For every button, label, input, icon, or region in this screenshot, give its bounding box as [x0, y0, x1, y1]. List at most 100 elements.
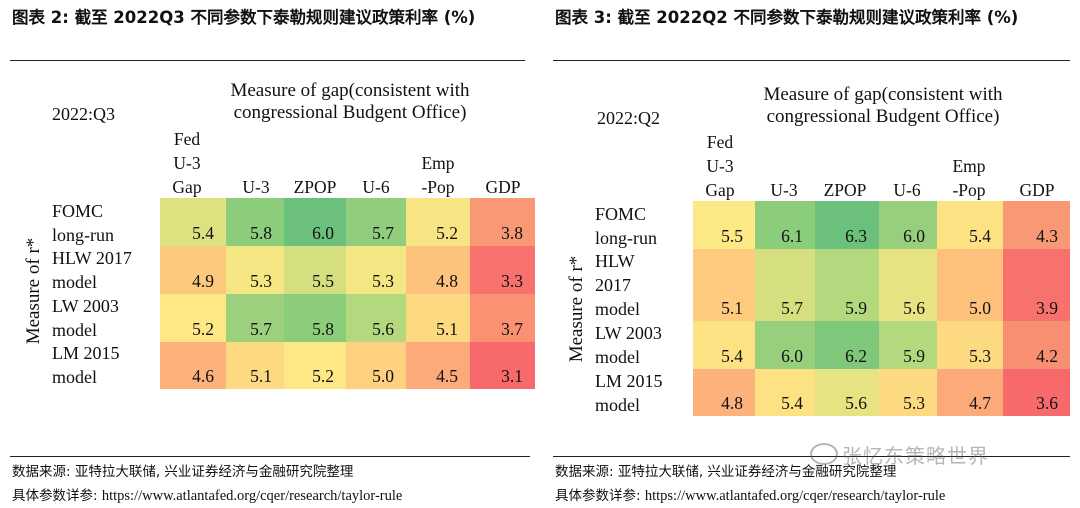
left-cell-r3-c2: 5.7 [226, 294, 284, 342]
left-row-label-lm: LM 2015 model [52, 341, 120, 389]
right-cell-value: 5.3 [903, 393, 925, 413]
left-cell-value: 4.5 [436, 366, 458, 386]
left-cell-r1-c1: 5.4 [160, 198, 226, 246]
right-cell-r4-c4: 5.3 [879, 369, 937, 416]
right-cell-r3-c2: 6.0 [755, 321, 815, 369]
left-col-zpop: ZPOP [293, 177, 337, 197]
left-cell-r4-c6: 3.1 [470, 342, 535, 389]
right-cell-value: 6.3 [845, 226, 867, 246]
right-heatmap-grid: 5.5 6.1 6.3 6.0 5.4 4.3 5.1 5.7 5.9 5.6 5.0 3.9 5.4 6… [693, 201, 1070, 416]
right-cell-r1-c4: 6.0 [879, 201, 937, 249]
left-params-label: 具体参数详参: [12, 488, 98, 504]
right-cell-value: 6.0 [903, 226, 925, 246]
left-cell-value: 3.1 [501, 366, 523, 386]
right-cell-r1-c5: 5.4 [937, 201, 1003, 249]
right-cell-value: 6.2 [845, 346, 867, 366]
right-params-label: 具体参数详参: [555, 488, 641, 504]
left-cell-value: 5.1 [250, 366, 272, 386]
left-row-label-fomc: FOMC long-run [52, 199, 114, 247]
left-cell-r2-c5: 4.8 [406, 246, 470, 294]
left-row-label-lm-line-2: model [52, 367, 97, 387]
left-cell-value: 5.8 [250, 223, 272, 243]
right-cell-value: 4.8 [721, 393, 743, 413]
right-gap-heading-line-1: Measure of gap(consistent with [763, 84, 1003, 105]
left-cell-value: 5.8 [312, 319, 334, 339]
right-row-label-hlw: HLW 2017 model [595, 249, 640, 321]
left-cell-value: 4.8 [436, 271, 458, 291]
left-cell-r2-c4: 5.3 [346, 246, 406, 294]
right-cell-r3-c6: 4.2 [1003, 321, 1070, 369]
right-cell-r2-c2: 5.7 [755, 249, 815, 321]
right-col-u3: U-3 [770, 180, 798, 200]
right-cell-value: 5.0 [969, 298, 991, 318]
left-cell-value: 5.4 [192, 223, 214, 243]
right-cell-value: 5.4 [781, 393, 803, 413]
right-cell-value: 5.9 [903, 346, 925, 366]
left-col-u3: U-3 [242, 177, 270, 197]
left-cell-r3-c1: 5.2 [160, 294, 226, 342]
right-cell-r2-c4: 5.6 [879, 249, 937, 321]
watermark-text: 张忆东策略世界 [842, 444, 989, 468]
right-row-label-lm-line-2: model [595, 395, 640, 415]
left-cell-value: 5.1 [436, 319, 458, 339]
left-col-fed-u3-gap-line-3: Gap [172, 177, 202, 197]
left-cell-r4-c1: 4.6 [160, 342, 226, 389]
left-cell-value: 3.7 [501, 319, 523, 339]
left-cell-value: 5.6 [372, 319, 394, 339]
right-cell-value: 4.2 [1036, 346, 1058, 366]
left-row-label-lw: LW 2003 model [52, 294, 119, 342]
left-params-url: https://www.atlantafed.org/cqer/research… [101, 488, 403, 504]
left-params-note: 具体参数详参: https://www.atlantafed.org/cqer/… [12, 484, 402, 508]
left-cell-value: 3.3 [501, 271, 523, 291]
right-cell-r1-c6: 4.3 [1003, 201, 1070, 249]
right-col-emp-pop-line-1: Emp [952, 156, 986, 176]
left-row-label-hlw: HLW 2017 model [52, 246, 132, 294]
right-cell-value: 4.7 [969, 393, 991, 413]
right-cell-r4-c6: 3.6 [1003, 369, 1070, 416]
left-col-u6: U-6 [362, 177, 390, 197]
right-cell-value: 3.6 [1036, 393, 1058, 413]
left-row-label-lw-line-1: LW 2003 [52, 296, 119, 316]
left-row-label-lm-line-1: LM 2015 [52, 343, 120, 363]
left-cell-value: 4.6 [192, 366, 214, 386]
left-cell-r3-c4: 5.6 [346, 294, 406, 342]
right-cell-value: 6.0 [781, 346, 803, 366]
right-row-label-lw-line-2: model [595, 347, 640, 367]
right-row-label-lm: LM 2015 model [595, 369, 663, 417]
watermark: 张忆东策略世界 [810, 440, 989, 469]
left-cell-value: 5.2 [436, 223, 458, 243]
right-cell-value: 5.4 [969, 226, 991, 246]
right-cell-r1-c3: 6.3 [815, 201, 879, 249]
wechat-icon [810, 443, 838, 465]
right-cell-r3-c3: 6.2 [815, 321, 879, 369]
right-period-label: 2022:Q2 [597, 108, 660, 128]
right-row-label-fomc-line-2: long-run [595, 228, 657, 248]
right-cell-value: 5.9 [845, 298, 867, 318]
right-gap-heading: Measure of gap(consistent with congressi… [733, 84, 1033, 128]
left-cell-value: 5.5 [312, 271, 334, 291]
right-col-zpop: ZPOP [823, 180, 867, 200]
right-row-label-lw: LW 2003 model [595, 321, 662, 369]
left-heatmap-grid: 5.4 5.8 6.0 5.7 5.2 3.8 4.9 5.3 5.5 5.3 4.8 3.3 5.2 5… [160, 198, 535, 389]
right-cell-r2-c1: 5.1 [693, 249, 755, 321]
right-params-url: https://www.atlantafed.org/cqer/research… [644, 488, 946, 504]
left-cell-value: 3.8 [501, 223, 523, 243]
left-cell-r1-c6: 3.8 [470, 198, 535, 246]
right-row-label-lw-line-1: LW 2003 [595, 323, 662, 343]
left-cell-value: 6.0 [312, 223, 334, 243]
left-bottom-rule [10, 456, 530, 457]
left-gap-heading-line-1: Measure of gap(consistent with [230, 80, 470, 101]
right-cell-value: 5.1 [721, 298, 743, 318]
right-cell-value: 3.9 [1036, 298, 1058, 318]
left-title: 图表 2: 截至 2022Q3 不同参数下泰勒规则建议政策利率 (%) [12, 8, 476, 27]
left-row-label-fomc-line-1: FOMC [52, 201, 104, 221]
left-col-fed-u3-gap-line-2: U-3 [173, 153, 201, 173]
right-cell-value: 5.3 [969, 346, 991, 366]
right-cell-value: 4.3 [1036, 226, 1058, 246]
left-col-fed-u3-gap-line-1: Fed [173, 129, 201, 149]
right-cell-r3-c5: 5.3 [937, 321, 1003, 369]
right-cell-value: 5.5 [721, 226, 743, 246]
right-row-label-lm-line-1: LM 2015 [595, 371, 663, 391]
right-cell-r4-c2: 5.4 [755, 369, 815, 416]
right-col-fed-u3-gap: Fed U-3 Gap [693, 130, 747, 202]
